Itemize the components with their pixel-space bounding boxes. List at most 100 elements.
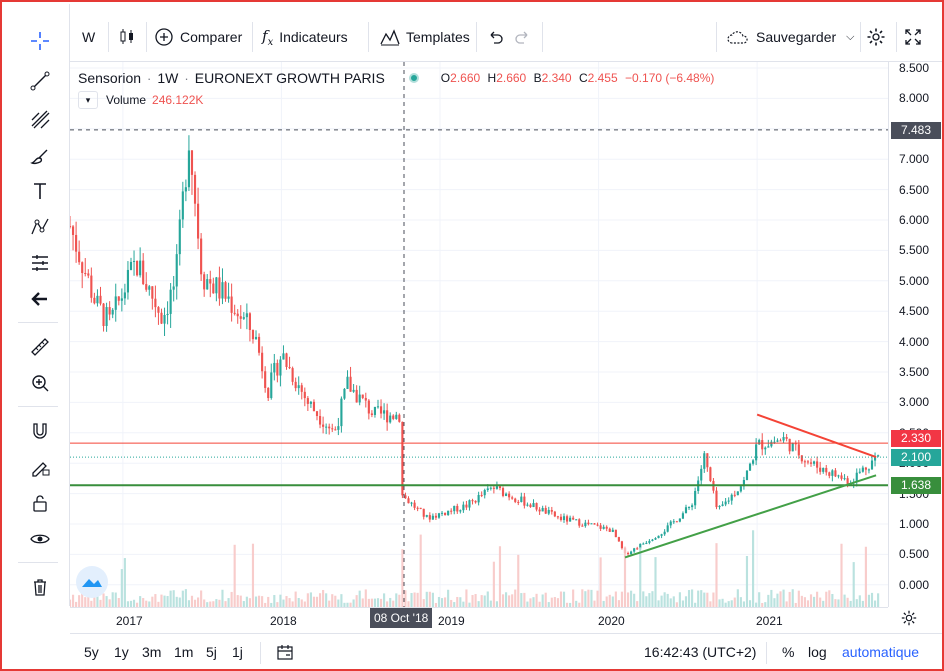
range-5j[interactable]: 5j	[206, 644, 217, 660]
magnet-icon[interactable]	[22, 416, 58, 446]
range-1m[interactable]: 1m	[174, 644, 194, 660]
fib-icon[interactable]	[22, 104, 58, 134]
candle-body	[520, 496, 523, 502]
candle-body	[343, 388, 346, 399]
volume-bar	[346, 602, 349, 607]
open-value: 2.660	[450, 71, 481, 85]
collapse-legend-button[interactable]: ▾	[78, 91, 98, 109]
candle-body	[401, 421, 404, 496]
change-value: −0.170 (−6.48%)	[625, 71, 715, 85]
indicators-button[interactable]: fx Indicateurs	[262, 24, 348, 50]
prediction-icon[interactable]	[22, 248, 58, 278]
fullscreen-button[interactable]	[904, 24, 922, 50]
price-tick: 4.500	[899, 304, 930, 319]
candle-body	[855, 472, 858, 482]
chart-type-button[interactable]	[118, 24, 136, 50]
candle-body	[71, 226, 75, 235]
eye-icon[interactable]	[22, 524, 58, 554]
zoom-in-icon[interactable]	[22, 368, 58, 398]
redo-button[interactable]	[514, 24, 532, 50]
symbol-name[interactable]: Sensorion	[78, 70, 142, 86]
goto-date-button[interactable]	[276, 643, 294, 664]
percent-toggle[interactable]: %	[782, 644, 795, 660]
save-label: Sauvegarder	[756, 29, 837, 45]
candle-body	[877, 455, 880, 457]
price-chart[interactable]	[70, 62, 888, 607]
volume-bar	[700, 590, 703, 607]
unlock-icon[interactable]	[22, 488, 58, 518]
trend-line-icon[interactable]	[22, 66, 58, 96]
candle-body	[273, 362, 276, 373]
volume-bar	[788, 591, 791, 607]
volume-bar	[517, 554, 520, 607]
interval-button[interactable]: W	[82, 24, 95, 50]
top-toolbar: W Comparer fx Indicateurs Templates	[70, 4, 942, 62]
candle-body	[633, 548, 636, 552]
volume-bar	[373, 598, 377, 607]
crosshair-icon[interactable]	[22, 26, 58, 56]
text-icon[interactable]	[22, 176, 58, 206]
trash-icon[interactable]	[22, 572, 58, 602]
volume-bar	[203, 599, 206, 607]
symbol-row: Sensorion · 1W · EURONEXT GROWTH PARIS O…	[78, 70, 715, 86]
save-button[interactable]: Sauvegarder ⌵	[726, 24, 855, 50]
price-axis[interactable]: 8.5008.0007.5007.0006.5006.0005.5005.000…	[888, 61, 942, 607]
volume-bar	[233, 544, 236, 607]
last-price-label: 2.100	[891, 449, 941, 466]
range-1j[interactable]: 1j	[232, 644, 243, 660]
auto-scale-toggle[interactable]: automatique	[842, 644, 920, 660]
candle-body	[407, 498, 410, 504]
back-arrow-icon[interactable]	[22, 284, 58, 314]
volume-bar	[587, 589, 590, 607]
candle-body	[346, 376, 349, 389]
volume-bar	[352, 599, 355, 607]
range-3m[interactable]: 3m	[142, 644, 162, 660]
volume-bar	[407, 601, 410, 607]
candle-body	[706, 453, 709, 468]
candle-body	[498, 486, 502, 489]
compare-button[interactable]: Comparer	[154, 24, 242, 50]
volume-bar	[819, 597, 822, 607]
volume-bar	[386, 601, 389, 607]
chart-pane[interactable]	[70, 62, 888, 607]
candle-body	[468, 500, 471, 508]
volume-bar	[440, 598, 444, 607]
templates-button[interactable]: Templates	[380, 24, 470, 50]
volume-bar	[648, 593, 651, 607]
volume-bar	[444, 597, 447, 607]
candle-body	[322, 424, 325, 427]
volume-bar	[398, 594, 401, 607]
volume-bar	[486, 591, 489, 607]
market-status-icon	[408, 73, 419, 83]
candle-body	[425, 515, 428, 517]
candle-body	[822, 467, 825, 472]
lock-drawing-icon[interactable]	[22, 452, 58, 482]
candle-body	[245, 313, 248, 318]
range-5y[interactable]: 5y	[84, 644, 99, 660]
log-toggle[interactable]: log	[808, 644, 827, 660]
candle-body	[489, 487, 492, 489]
clock-display[interactable]: 16:42:43 (UTC+2)	[644, 644, 757, 660]
brush-icon[interactable]	[22, 142, 58, 172]
undo-button[interactable]	[486, 24, 504, 50]
tradingview-logo[interactable]	[76, 566, 108, 598]
candle-body	[410, 502, 413, 504]
price-tick: 0.500	[899, 547, 930, 562]
candle-body	[730, 494, 733, 501]
candle-body	[495, 486, 498, 489]
pattern-icon[interactable]	[22, 212, 58, 242]
volume-bar	[90, 600, 93, 607]
candle-body	[431, 515, 434, 520]
ruler-icon[interactable]	[22, 332, 58, 362]
volume-bar	[111, 592, 114, 607]
candle-body	[142, 260, 145, 285]
candle-body	[758, 440, 761, 445]
candle-body	[404, 495, 407, 499]
candle-body	[523, 496, 526, 506]
time-axis[interactable]: 2017 2018 2019 2020 2021 08 Oct '18	[70, 607, 888, 633]
range-1y[interactable]: 1y	[114, 644, 129, 660]
volume-bar	[669, 598, 672, 607]
settings-button[interactable]	[866, 24, 886, 50]
axis-settings-icon[interactable]	[900, 609, 920, 629]
descending-trendline	[756, 413, 877, 459]
